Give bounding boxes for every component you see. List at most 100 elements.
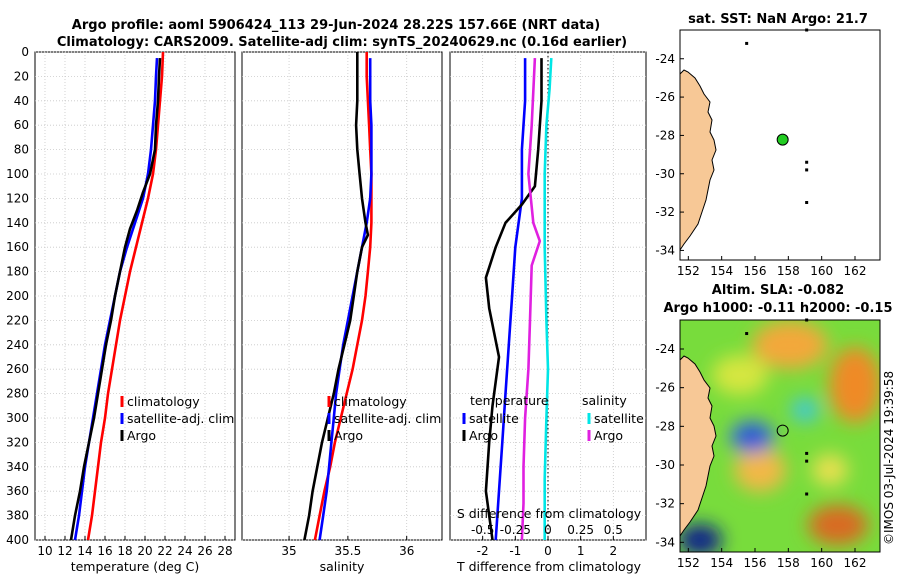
map-x-tick-label: 154 — [710, 556, 733, 570]
sst-islands — [745, 28, 809, 204]
x-tick-label: 12 — [57, 544, 72, 558]
x-tick-label: 2 — [610, 544, 618, 558]
map-x-tick-label: 156 — [744, 264, 767, 278]
map-y-tick-label: -30 — [655, 167, 675, 181]
sla-warm-blob — [808, 505, 868, 545]
difference-x-ticks: -2 -1 0 1 2 — [477, 536, 617, 558]
island-marker — [805, 451, 809, 455]
salinity-x-ticks: 35 35.5 36 — [281, 536, 414, 558]
sla-islands — [745, 318, 809, 496]
temperature-series — [69, 51, 165, 541]
top-tick-label: -0.25 — [500, 523, 531, 537]
legend-label: satellite — [594, 411, 644, 426]
legend-label: Argo — [469, 428, 498, 443]
legend-label: Argo — [127, 428, 156, 443]
map-y-tick-label: -30 — [655, 458, 675, 472]
temperature-x-label: temperature (deg C) — [71, 559, 200, 574]
legend-heading: salinity — [582, 393, 627, 408]
y-tick-label: 260 — [6, 362, 29, 376]
temperature-x-ticks: 10 12 14 16 18 20 22 24 26 28 — [37, 536, 233, 558]
sla-warm-blob — [752, 321, 828, 369]
y-tick-label: 300 — [6, 411, 29, 425]
difference-profile-panel: -2 -1 0 1 2 temperature satellite Argo salinity… — [449, 51, 647, 574]
series-line-temperature-satellite — [494, 58, 527, 541]
y-tick-label: 280 — [6, 387, 29, 401]
map-x-tick-label: 162 — [844, 264, 867, 278]
y-tick-label: 40 — [14, 94, 29, 108]
x-tick-label: 20 — [137, 544, 152, 558]
sla-cool-blob — [680, 524, 722, 552]
temperature-grid — [35, 51, 235, 541]
top-tick-label: -0.5 — [471, 523, 494, 537]
island-marker — [745, 41, 749, 45]
series-line-salinity-argo — [520, 58, 542, 541]
series-line-argo — [69, 58, 162, 541]
map-y-tick-label: -24 — [655, 342, 675, 356]
y-tick-label: 240 — [6, 338, 29, 352]
x-tick-label: 28 — [217, 544, 232, 558]
map-x-tick-label: 160 — [810, 264, 833, 278]
y-tick-label: 60 — [14, 118, 29, 132]
map-y-tick-label: -26 — [655, 381, 675, 395]
sla-warm-blob — [734, 448, 786, 492]
salinity-grid — [242, 51, 442, 541]
y-tick-label: 160 — [6, 240, 29, 254]
sla-neutral-blob — [712, 355, 768, 395]
y-tick-label: 360 — [6, 484, 29, 498]
x-tick-label: 10 — [37, 544, 52, 558]
y-tick-label: 200 — [6, 289, 29, 303]
map-x-tick-label: 158 — [777, 556, 800, 570]
sla-neutral-blob — [812, 454, 848, 486]
island-marker — [805, 160, 809, 164]
legend-label: climatology — [334, 394, 407, 409]
x-tick-label: 22 — [157, 544, 172, 558]
x-tick-label: -1 — [509, 544, 521, 558]
y-tick-label: 80 — [14, 143, 29, 157]
x-tick-label: 36 — [399, 544, 414, 558]
x-tick-label: -2 — [477, 544, 489, 558]
map-x-tick-label: 160 — [810, 556, 833, 570]
island-marker — [805, 459, 809, 463]
y-tick-label: 0 — [21, 45, 29, 59]
top-tick-label: 0.25 — [567, 523, 594, 537]
map-x-tick-label: 152 — [677, 556, 700, 570]
sla-map-title-line1: Altim. SLA: -0.082 — [712, 283, 844, 298]
sla-heatmap — [680, 320, 880, 552]
map-y-tick-label: -34 — [655, 535, 675, 549]
y-tick-label: 20 — [14, 69, 29, 83]
y-tick-label: 380 — [6, 509, 29, 523]
series-line-temperature-argo — [484, 58, 543, 541]
map-y-tick-label: -28 — [655, 419, 675, 433]
legend-label: satellite-adj. clim — [334, 411, 441, 426]
map-y-tick-label: -34 — [655, 243, 675, 257]
island-marker — [805, 28, 809, 32]
island-marker — [805, 492, 809, 496]
map-x-tick-label: 158 — [777, 264, 800, 278]
difference-s-label: S difference from climatology — [457, 506, 642, 521]
legend-label: satellite — [469, 411, 519, 426]
salinity-series — [303, 52, 373, 541]
sla-map-box — [679, 319, 881, 553]
legend-label: Argo — [334, 428, 363, 443]
island-marker — [745, 332, 749, 336]
series-line-climatology — [86, 51, 165, 541]
top-tick-label: 0.5 — [604, 523, 623, 537]
salinity-legend: climatology satellite-adj. clim Argo — [327, 394, 441, 443]
island-marker — [805, 168, 809, 172]
sst-map-panel: sat. SST: NaN Argo: 21.7 152 154 156 158 160… — [655, 12, 881, 278]
series-line-climatology — [313, 52, 373, 541]
map-x-tick-label: 154 — [710, 264, 733, 278]
sla-map-ticks: 152 154 156 158 160 162 -24 -26 -28 -30 -32 -34 — [655, 342, 866, 570]
legend-label: satellite-adj. clim — [127, 411, 234, 426]
y-tick-label: 180 — [6, 265, 29, 279]
map-y-tick-label: -28 — [655, 128, 675, 142]
sst-argo-marker — [776, 133, 789, 146]
sst-land-mass — [679, 69, 717, 252]
y-tick-label: 220 — [6, 313, 29, 327]
map-y-tick-label: -26 — [655, 90, 675, 104]
sla-map-panel: Altim. SLA: -0.082 Argo h1000: -0.11 h20… — [655, 283, 892, 570]
salinity-x-label: salinity — [320, 559, 365, 574]
y-tick-label: 120 — [6, 191, 29, 205]
x-tick-label: 24 — [177, 544, 192, 558]
